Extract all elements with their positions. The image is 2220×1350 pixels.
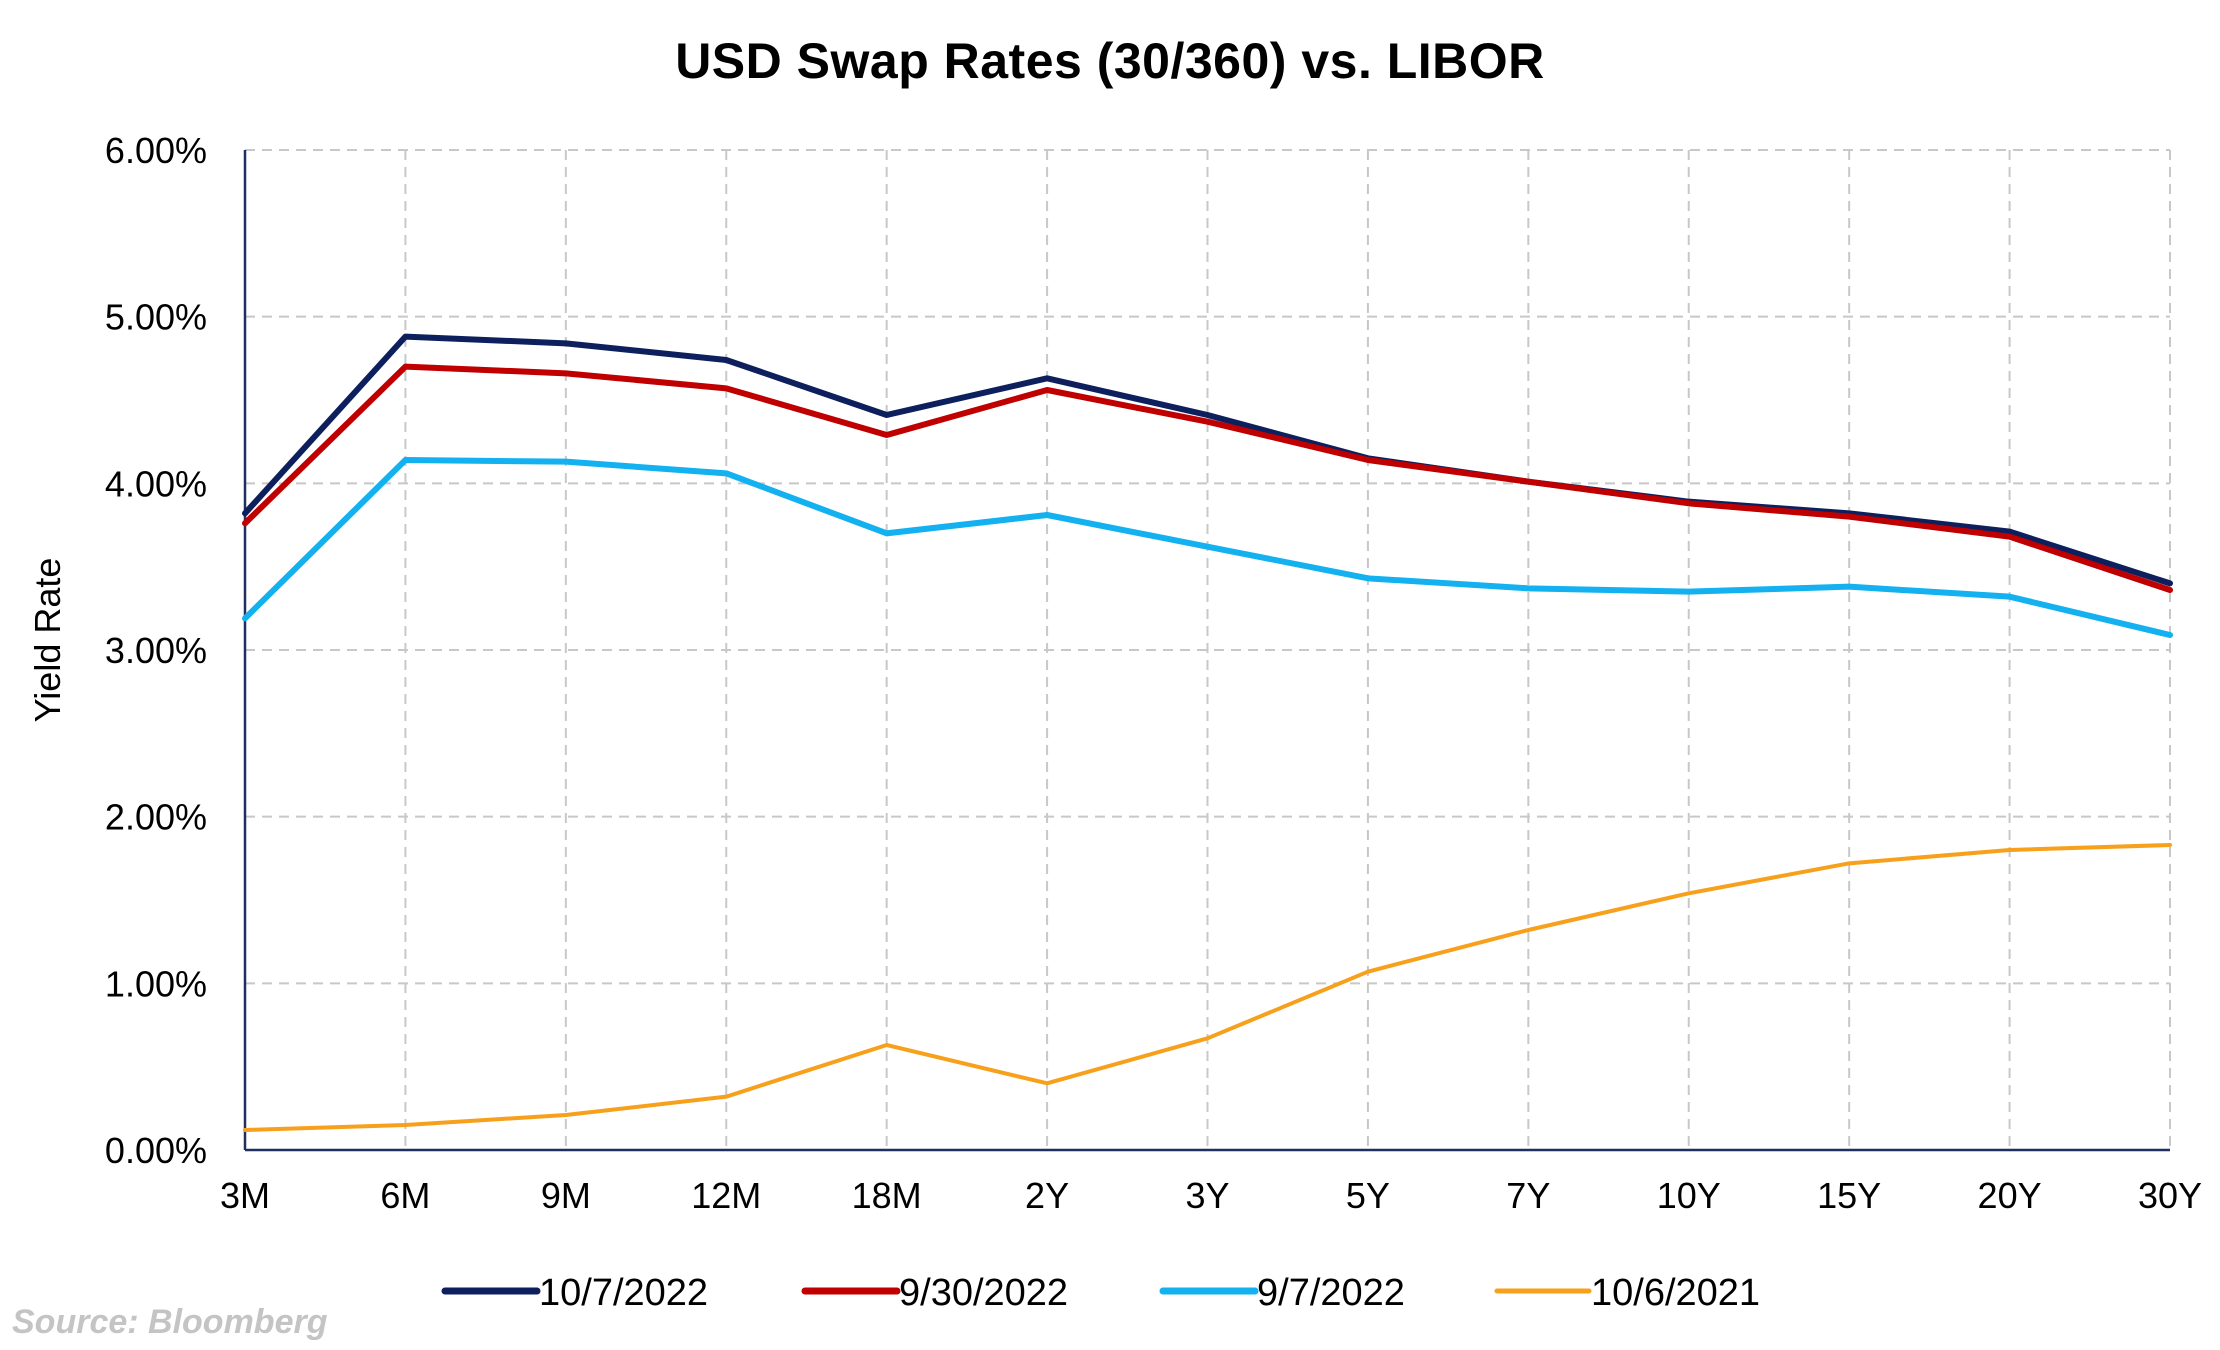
y-tick-label: 6.00%	[105, 130, 207, 171]
chart-title: USD Swap Rates (30/360) vs. LIBOR	[675, 33, 1545, 89]
series-lines	[242, 333, 2173, 1132]
series-line	[242, 333, 2173, 587]
x-tick-label: 7Y	[1506, 1175, 1550, 1216]
y-tick-label: 3.00%	[105, 630, 207, 671]
x-tick-label: 3Y	[1185, 1175, 1229, 1216]
x-tick-label: 6M	[380, 1175, 430, 1216]
x-tick-label: 10Y	[1657, 1175, 1721, 1216]
x-tick-label: 12M	[691, 1175, 761, 1216]
x-tick-label: 3M	[220, 1175, 270, 1216]
legend-label: 9/7/2022	[1257, 1272, 1405, 1314]
x-tick-label: 9M	[541, 1175, 591, 1216]
x-tick-label: 15Y	[1817, 1175, 1881, 1216]
legend-label: 10/6/2021	[1591, 1272, 1760, 1314]
series-line	[242, 457, 2173, 638]
source-note: Source: Bloomberg	[12, 1303, 328, 1341]
y-tick-label: 5.00%	[105, 297, 207, 338]
x-tick-label: 5Y	[1346, 1175, 1390, 1216]
x-tick-label: 18M	[852, 1175, 922, 1216]
gridlines	[245, 149, 2171, 1150]
x-tick-labels: 3M 6M 9M 12M 18M 2Y 3Y 5Y 7Y 10Y 15Y 20Y 30Y	[220, 1175, 2202, 1216]
legend-label: 9/30/2022	[899, 1272, 1068, 1314]
series-line	[242, 363, 2173, 593]
x-tick-label: 2Y	[1025, 1175, 1069, 1216]
x-tick-label: 30Y	[2138, 1175, 2202, 1216]
y-tick-label: 1.00%	[105, 963, 207, 1004]
series-line	[243, 843, 2172, 1132]
y-tick-label: 2.00%	[105, 797, 207, 838]
y-axis-label: Yield Rate	[27, 558, 68, 723]
legend: 10/7/2022 9/30/2022 9/7/2022 10/6/2021	[441, 1272, 1760, 1314]
y-tick-label: 4.00%	[105, 463, 207, 504]
axes	[243, 150, 2170, 1152]
y-tick-labels: 0.00% 1.00% 2.00% 3.00% 4.00% 5.00% 6.00%	[105, 130, 207, 1171]
x-tick-label: 20Y	[1978, 1175, 2042, 1216]
y-tick-label: 0.00%	[105, 1130, 207, 1171]
legend-label: 10/7/2022	[539, 1272, 708, 1314]
